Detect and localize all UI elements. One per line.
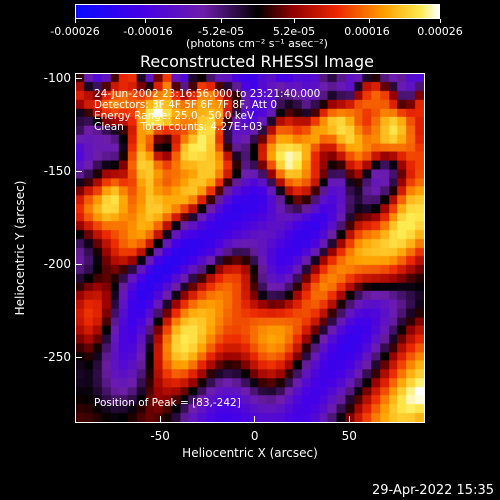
y-tick-label: -100 — [43, 70, 71, 85]
y-tick-label: -150 — [43, 163, 71, 178]
colorbar-tick-label: -0.00026 — [50, 25, 100, 38]
y-tick-mark — [75, 357, 82, 359]
y-tick-label: -200 — [43, 256, 71, 271]
colorbar-tick-mark — [74, 19, 76, 23]
y-tick-label: -250 — [43, 349, 71, 364]
colorbar-tick-mark — [439, 19, 441, 23]
info-clean-counts: Clean Total counts: 4.27E+03 — [94, 121, 263, 133]
colorbar-tick-mark — [144, 19, 146, 23]
x-tick-label: 50 — [341, 429, 357, 443]
chart-title: Reconstructed RHESSI Image — [140, 52, 374, 71]
heatmap-image — [75, 73, 425, 423]
x-tick-label: 0 — [250, 429, 259, 443]
colorbar — [75, 4, 440, 19]
y-tick-mark — [75, 171, 82, 173]
info-detectors: Detectors: 3F 4F 5F 6F 7F 8F, Att 0 — [94, 99, 278, 111]
info-time-range: 24-Jun-2002 23:16:56.000 to 23:21:40.000 — [94, 88, 321, 100]
colorbar-tick-label: 0.00016 — [344, 25, 390, 38]
colorbar-tick-label: -0.00016 — [123, 25, 173, 38]
y-tick-mark — [75, 78, 82, 80]
colorbar-unit-label: (photons cm⁻² s⁻¹ asec⁻²) — [186, 37, 328, 50]
colorbar-tick-mark — [220, 19, 222, 23]
x-tick-mark — [348, 416, 350, 423]
colorbar-tick-label: 5.2e-05 — [272, 25, 316, 38]
colorbar-tick-label: 0.00026 — [417, 25, 463, 38]
x-tick-mark — [254, 416, 256, 423]
info-energy-range: Energy Range: 25.0 - 50.0 keV — [94, 110, 255, 122]
y-axis-label: Heliocentric Y (arcsec) — [13, 180, 27, 316]
x-tick-label: -50 — [150, 429, 170, 443]
info-peak-position: Position of Peak = [83,-242] — [94, 397, 241, 409]
y-tick-mark — [75, 264, 82, 266]
colorbar-tick-label: -5.2e-05 — [197, 25, 245, 38]
x-axis-label: Heliocentric X (arcsec) — [182, 446, 318, 460]
colorbar-tick-mark — [293, 19, 295, 23]
footer-timestamp: 29-Apr-2022 15:35 — [372, 483, 494, 498]
colorbar-tick-mark — [369, 19, 371, 23]
x-tick-mark — [159, 416, 161, 423]
